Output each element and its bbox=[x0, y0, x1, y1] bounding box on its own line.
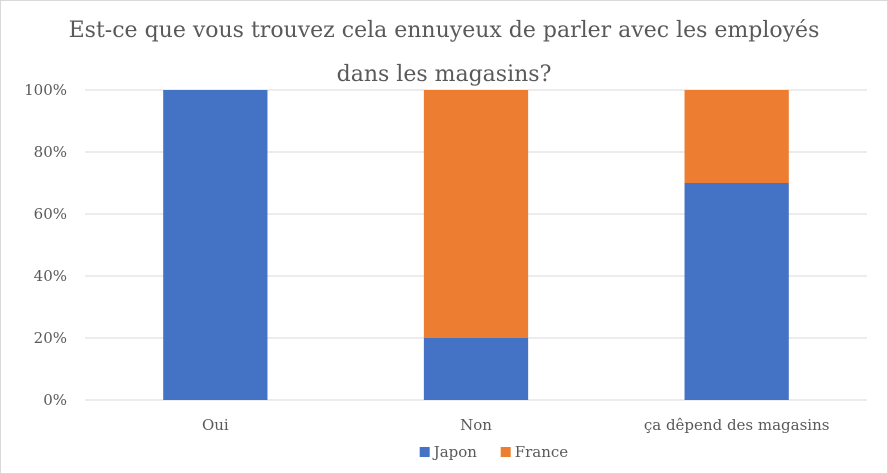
y-tick-label: 40% bbox=[34, 267, 67, 285]
bar-segment bbox=[423, 338, 529, 400]
bars bbox=[163, 90, 789, 400]
y-axis-ticks: 0% 20% 40% 60% 80% 100% bbox=[24, 81, 67, 409]
legend-label: France bbox=[515, 443, 569, 461]
bar-segment bbox=[163, 90, 268, 400]
bar-segment bbox=[684, 90, 789, 183]
legend-swatch bbox=[500, 447, 511, 457]
x-category-label: ça dêpend des magasins bbox=[644, 416, 830, 434]
y-tick-label: 0% bbox=[43, 391, 67, 409]
x-axis-categories: Oui Non ça dêpend des magasins bbox=[202, 416, 830, 434]
y-tick-label: 100% bbox=[24, 81, 67, 99]
legend-swatch bbox=[419, 447, 430, 457]
legend: Japon France bbox=[419, 443, 569, 461]
y-tick-label: 20% bbox=[34, 329, 67, 347]
x-category-label: Non bbox=[460, 416, 492, 434]
bar-segment bbox=[684, 183, 789, 400]
x-category-label: Oui bbox=[202, 416, 229, 434]
legend-label: Japon bbox=[432, 443, 478, 461]
y-tick-label: 60% bbox=[34, 205, 67, 223]
chart-title: Est-ce que vous trouvez cela ennuyeux de… bbox=[68, 18, 820, 87]
y-tick-label: 80% bbox=[34, 143, 67, 161]
bar-segment bbox=[423, 90, 529, 338]
